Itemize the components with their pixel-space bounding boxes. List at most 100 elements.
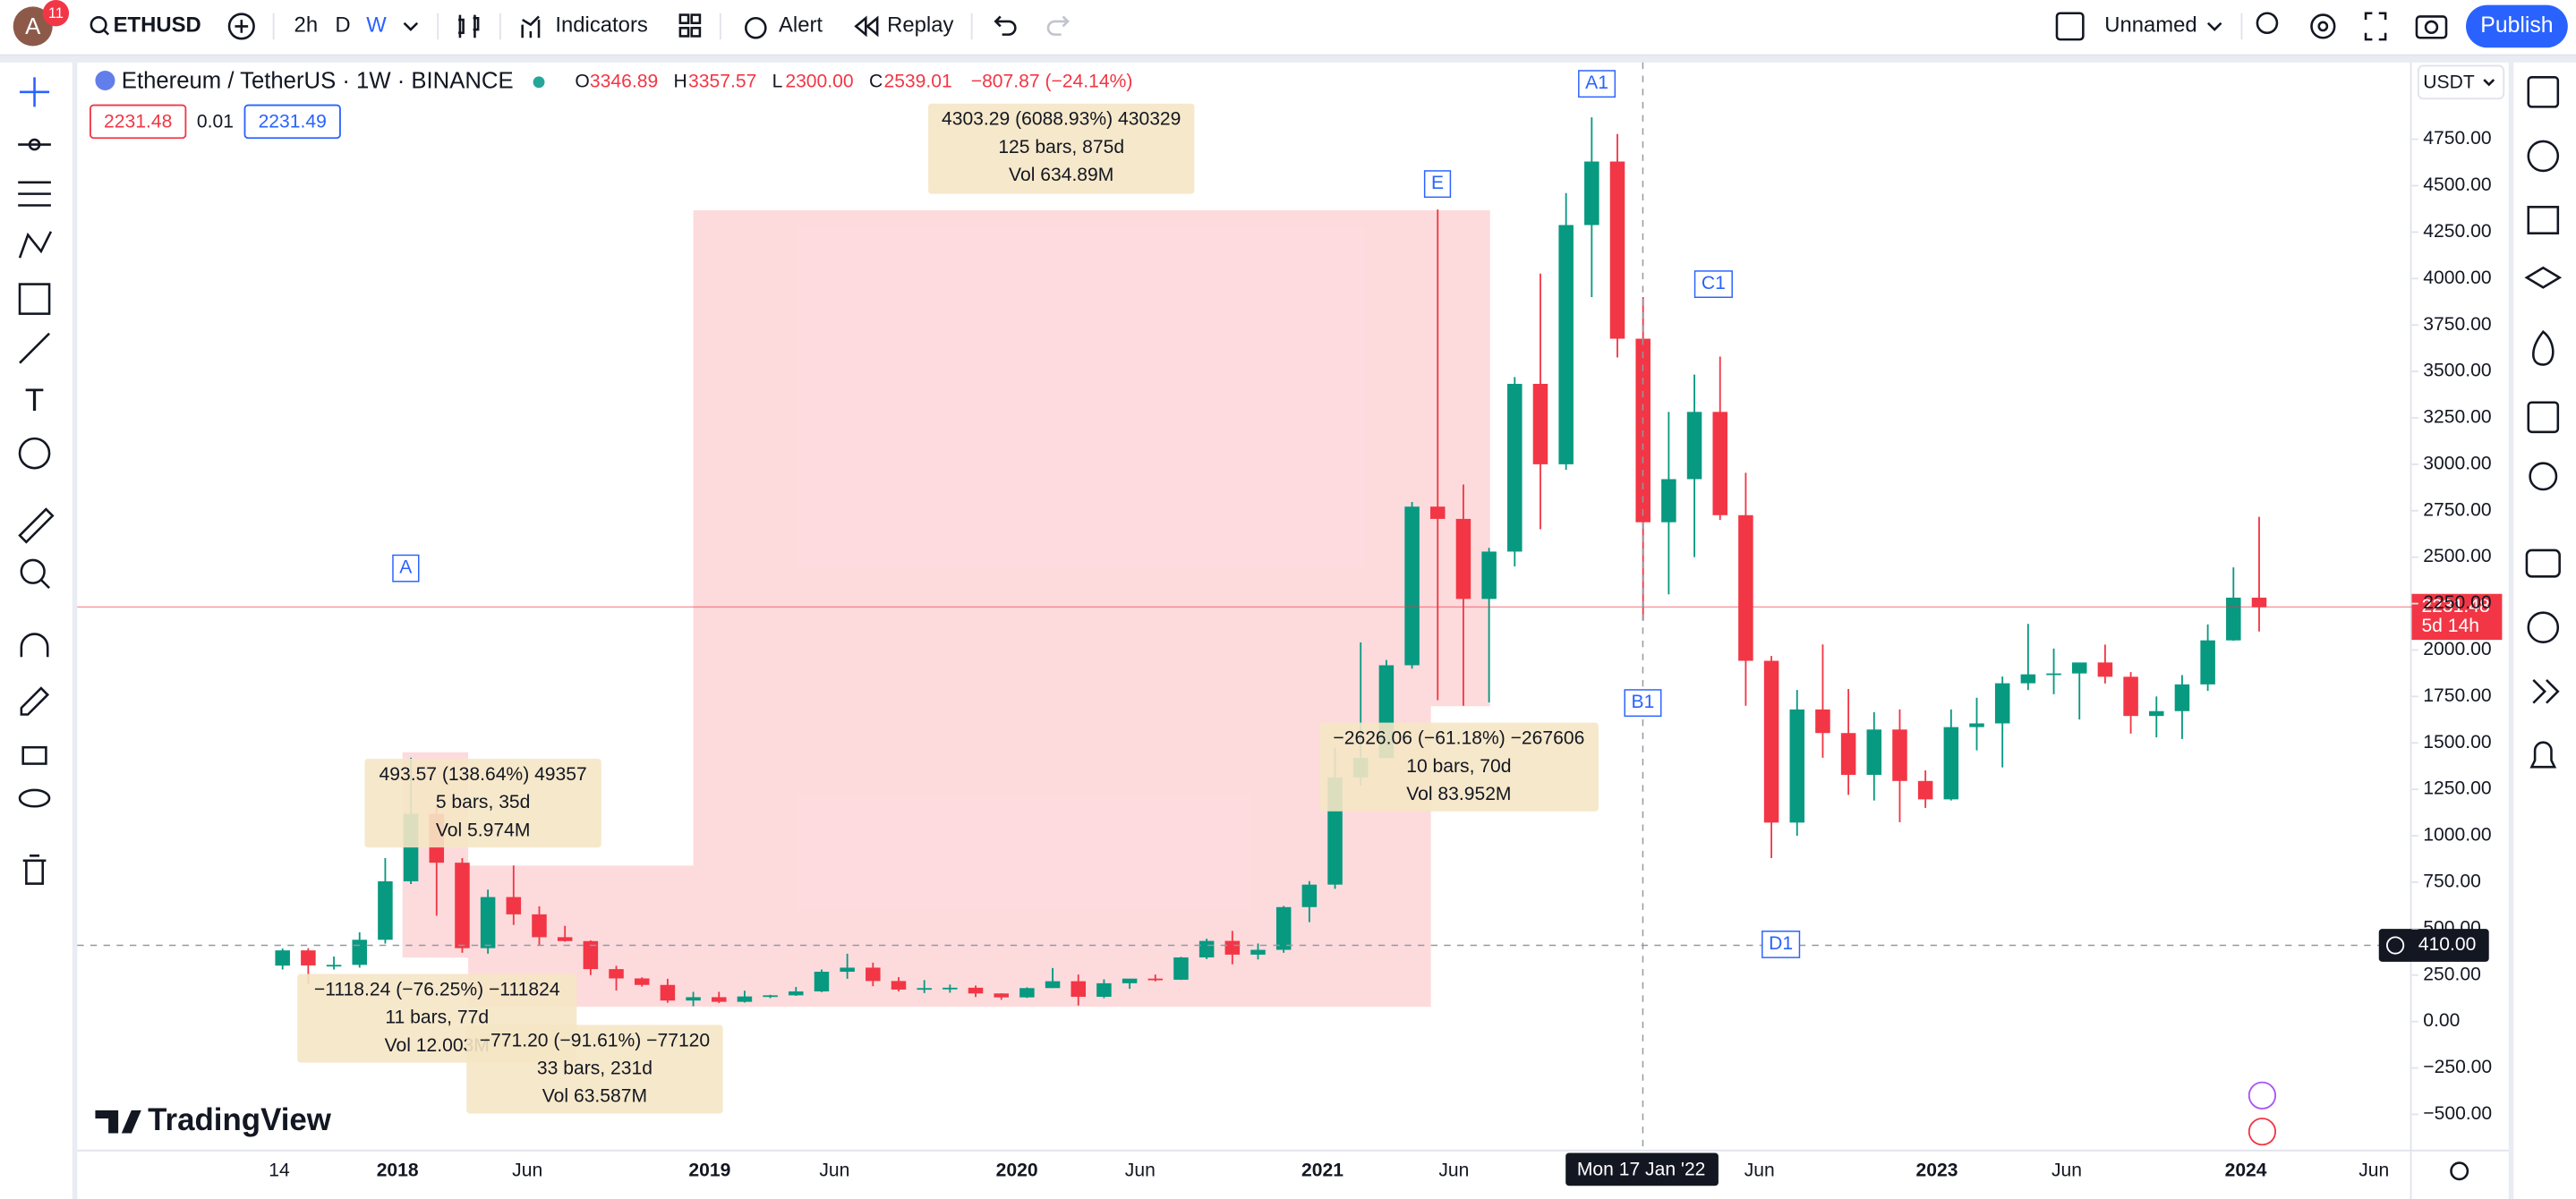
settings[interactable] [2310, 13, 2336, 39]
last-price-tag [2411, 593, 2503, 641]
measure-label: 493.57 (138.64%) 49357 [380, 764, 587, 785]
alert[interactable]: Alert [779, 13, 823, 38]
snapshot [2424, 20, 2439, 35]
stay-drawing[interactable] [20, 686, 50, 716]
pattern-marker: A [399, 557, 413, 578]
low-value: 2300.00 [785, 71, 853, 91]
countdown: 5d 14h [2421, 616, 2479, 636]
candle-body [1147, 978, 1164, 981]
spread: 0.01 [197, 111, 234, 132]
crosshair-date: Mon 17 Jan '22 [1577, 1159, 1706, 1179]
fib-tool[interactable] [18, 181, 51, 207]
candle-body [943, 987, 958, 990]
currency-button[interactable] [2417, 64, 2505, 100]
header: A 11 ETHUSD 2h D W Indicators Alert Repl… [13, 0, 2568, 48]
layers[interactable] [2524, 266, 2563, 289]
replay-panel[interactable] [2532, 679, 2560, 704]
candle-body [480, 897, 496, 948]
hotlist[interactable] [2532, 330, 2555, 366]
crosshair-plus [2386, 936, 2405, 955]
candle-body [1173, 957, 1189, 980]
chats[interactable] [2525, 548, 2561, 578]
hide-tool[interactable] [18, 788, 51, 808]
ask-box[interactable] [243, 104, 341, 140]
time-tick-label: Jun [1438, 1160, 1469, 1180]
avatar[interactable] [13, 6, 53, 47]
prediction-tool[interactable] [18, 283, 51, 315]
price-tick-label: 2500.00 [2423, 546, 2491, 566]
candle-body [609, 969, 624, 979]
interval[interactable]: 2h [294, 13, 319, 38]
interval-dropdown[interactable] [403, 21, 419, 31]
interval-active[interactable]: W [366, 13, 387, 38]
notes[interactable] [2527, 206, 2560, 234]
low-label: L [772, 71, 783, 91]
publish-button[interactable] [2466, 4, 2568, 48]
candle-body [1584, 161, 1599, 225]
brush-tool[interactable] [19, 332, 50, 364]
crosshair-tool[interactable] [20, 77, 50, 107]
axis-settings[interactable] [2450, 1161, 2469, 1181]
snapshot[interactable] [2415, 15, 2448, 39]
price-tick-label: 4000.00 [2423, 268, 2491, 288]
candle-body [301, 950, 316, 965]
interval[interactable]: D [335, 13, 350, 38]
ask: 2231.49 [259, 111, 327, 132]
layout-name[interactable]: Unnamed [2104, 13, 2196, 38]
legend: Ethereum / TetherUS · 1W · BINANCE O 334… [90, 69, 1132, 140]
candle-body [378, 880, 393, 940]
time-tick-label: Jun [1744, 1160, 1775, 1180]
layout-checkbox[interactable] [2055, 12, 2085, 41]
bid-box[interactable] [90, 104, 187, 140]
legend-title: Ethereum / TetherUS · 1W · BINANCE [122, 69, 514, 94]
measure-label-box [928, 103, 1195, 194]
price-tick-label: −250.00 [2423, 1057, 2492, 1077]
layout-dropdown[interactable] [2206, 21, 2222, 31]
candle-body [1275, 906, 1292, 950]
candle-body [1943, 727, 1959, 800]
candle-body [1815, 709, 1830, 734]
lock-tool[interactable] [21, 745, 47, 765]
publish: Publish [2480, 13, 2553, 38]
fullscreen[interactable] [2364, 12, 2387, 41]
alerts-panel[interactable] [2527, 140, 2560, 173]
price-tick-label: 500.00 [2423, 917, 2481, 938]
streams[interactable] [2527, 611, 2560, 644]
add-symbol-icon [235, 20, 249, 33]
event-icon[interactable] [2248, 1081, 2277, 1110]
time-tick-label: Jun [1125, 1160, 1156, 1180]
quick-search[interactable] [2256, 12, 2279, 35]
undo[interactable] [994, 15, 1017, 36]
pattern-marker: B1 [1632, 692, 1655, 712]
templates[interactable] [678, 13, 690, 25]
remove-tool[interactable] [22, 855, 47, 885]
notifications[interactable] [2529, 741, 2557, 769]
symbol[interactable]: ETHUSD [114, 13, 201, 38]
candle-body [1481, 551, 1497, 600]
candle-body [711, 997, 727, 1002]
text-tool[interactable]: T [25, 383, 44, 418]
price-tick-label: 1500.00 [2423, 732, 2491, 753]
pattern-tool[interactable] [18, 231, 53, 259]
templates [690, 26, 702, 38]
zoom-tool[interactable] [20, 558, 46, 584]
chart-type[interactable] [458, 14, 480, 38]
add-symbol[interactable] [227, 13, 255, 40]
right-gap [2508, 62, 2514, 1199]
measure-label: 33 bars, 231d [537, 1059, 653, 1079]
watchlist[interactable] [2527, 76, 2560, 108]
ideas[interactable] [2529, 462, 2558, 491]
ruler-tool[interactable] [18, 507, 55, 544]
candle-body [1661, 479, 1676, 523]
candle-body [557, 937, 573, 941]
replay[interactable]: Replay [887, 13, 953, 38]
candle-body [1096, 982, 1112, 998]
emoji-tool[interactable] [18, 437, 51, 470]
calendar[interactable] [2527, 401, 2560, 434]
magnet-tool[interactable] [20, 633, 49, 658]
indicators[interactable]: Indicators [555, 13, 648, 38]
event-icon[interactable] [2248, 1118, 2277, 1146]
candle-body [2123, 676, 2138, 717]
redo[interactable] [1046, 15, 1070, 36]
avatar-letter: A [25, 14, 41, 39]
